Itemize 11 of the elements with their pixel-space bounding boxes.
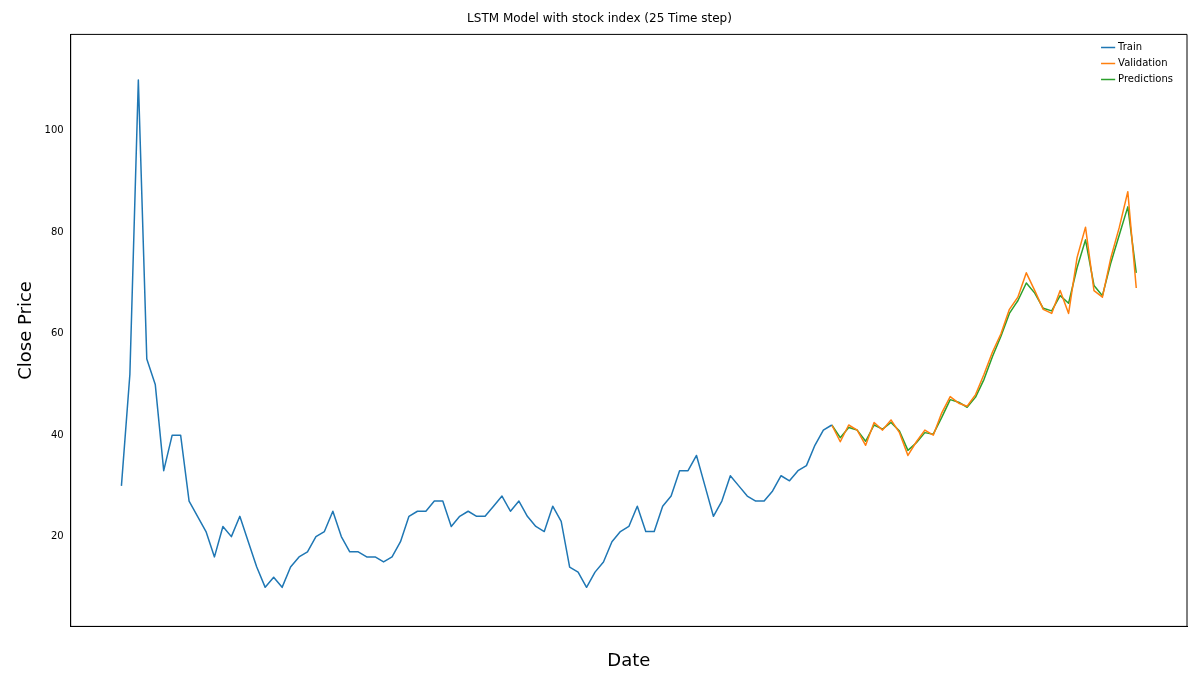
legend-label: Train	[1117, 40, 1143, 52]
x-axis-title: Date	[607, 648, 651, 670]
y-tick-label: 80	[50, 225, 64, 237]
y-tick-label: 100	[44, 124, 64, 136]
y-tick-label: 60	[50, 327, 64, 339]
legend-label: Predictions	[1118, 72, 1173, 84]
chart-title: LSTM Model with stock index (25 Time step)	[467, 11, 732, 26]
y-tick-label: 40	[50, 428, 64, 440]
y-tick-label: 20	[50, 530, 64, 542]
y-axis-title: Close Price	[14, 281, 36, 380]
legend-label: Validation	[1118, 56, 1168, 68]
